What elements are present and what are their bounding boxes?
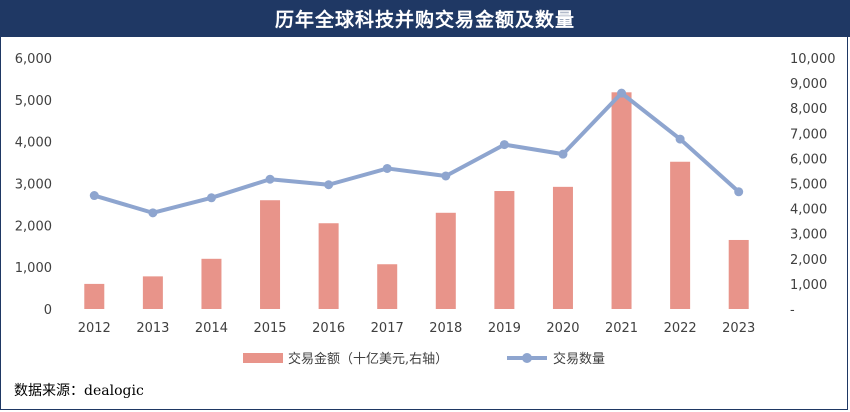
right-tick-label: 3,000 — [790, 228, 827, 243]
bar-2023 — [728, 239, 749, 309]
right-tick-label: 6,000 — [790, 152, 827, 167]
line-point-2015 — [265, 174, 275, 184]
line-point-2016 — [324, 180, 334, 190]
line-point-2018 — [441, 171, 451, 181]
bar-series — [84, 92, 749, 309]
bar-2019 — [494, 191, 515, 309]
bar-2018 — [435, 212, 456, 309]
bar-2016 — [318, 223, 339, 309]
right-tick-label: 8,000 — [790, 102, 827, 117]
bar-2013 — [142, 276, 163, 309]
x-tick-label: 2018 — [429, 321, 462, 336]
x-tick-label: 2019 — [488, 321, 521, 336]
line-point-2014 — [206, 193, 216, 203]
x-tick-label: 2015 — [253, 321, 286, 336]
source-note: 数据来源：dealogic — [14, 383, 144, 399]
bar-2014 — [201, 258, 222, 309]
right-tick-label: 10,000 — [790, 52, 836, 67]
bar-2012 — [84, 283, 105, 309]
left-tick-label: 1,000 — [15, 261, 52, 276]
x-tick-label: 2012 — [78, 321, 111, 336]
bar-2021 — [611, 92, 632, 309]
right-tick-label: 5,000 — [790, 178, 827, 193]
left-tick-label: 3,000 — [15, 178, 52, 193]
chart-title: 历年全球科技并购交易金额及数量 — [0, 0, 850, 37]
legend-line-label: 交易数量 — [553, 351, 605, 367]
x-axis: 2012 2013 2014 2015 2016 2017 2018 2019 2020 2021… — [78, 321, 756, 336]
right-tick-label: 9,000 — [790, 77, 827, 92]
line-series — [89, 88, 744, 218]
bar-2015 — [260, 200, 281, 309]
line-point-2012 — [89, 191, 99, 201]
right-axis: - 1,000 2,000 3,000 4,000 5,000 6,000 7,000 8,00… — [790, 52, 836, 318]
right-tick-label: 4,000 — [790, 203, 827, 218]
bar-2017 — [377, 264, 398, 309]
x-tick-label: 2014 — [195, 321, 228, 336]
left-tick-label: 0 — [44, 303, 52, 318]
x-tick-label: 2016 — [312, 321, 345, 336]
legend-line-marker — [522, 353, 532, 363]
line-point-2023 — [734, 187, 744, 197]
x-tick-label: 2017 — [371, 321, 404, 336]
line-path — [93, 91, 741, 215]
left-axis: 0 1,000 2,000 3,000 4,000 5,000 6,000 — [15, 52, 52, 318]
line-point-2022 — [675, 134, 685, 144]
right-tick-label: 2,000 — [790, 253, 827, 268]
legend-bar-swatch — [243, 353, 283, 363]
line-point-2017 — [382, 163, 392, 173]
right-tick-label: - — [790, 303, 795, 318]
line-point-2019 — [499, 140, 509, 150]
line-point-2020 — [558, 149, 568, 159]
legend-bar-label: 交易金额（十亿美元,右轴） — [288, 351, 448, 367]
line-point-2013 — [148, 208, 158, 218]
x-tick-label: 2022 — [664, 321, 697, 336]
legend: 交易金额（十亿美元,右轴） 交易数量 — [243, 351, 605, 367]
bar-2022 — [670, 161, 691, 309]
bar-2020 — [552, 186, 573, 309]
line-point-2021 — [617, 88, 627, 98]
right-tick-label: 7,000 — [790, 127, 827, 142]
left-tick-label: 4,000 — [15, 136, 52, 151]
right-tick-label: 1,000 — [790, 278, 827, 293]
left-tick-label: 6,000 — [15, 52, 52, 67]
x-tick-label: 2023 — [722, 321, 755, 336]
x-tick-label: 2013 — [136, 321, 169, 336]
left-tick-label: 5,000 — [15, 94, 52, 109]
x-tick-label: 2020 — [546, 321, 579, 336]
left-tick-label: 2,000 — [15, 219, 52, 234]
x-tick-label: 2021 — [605, 321, 638, 336]
